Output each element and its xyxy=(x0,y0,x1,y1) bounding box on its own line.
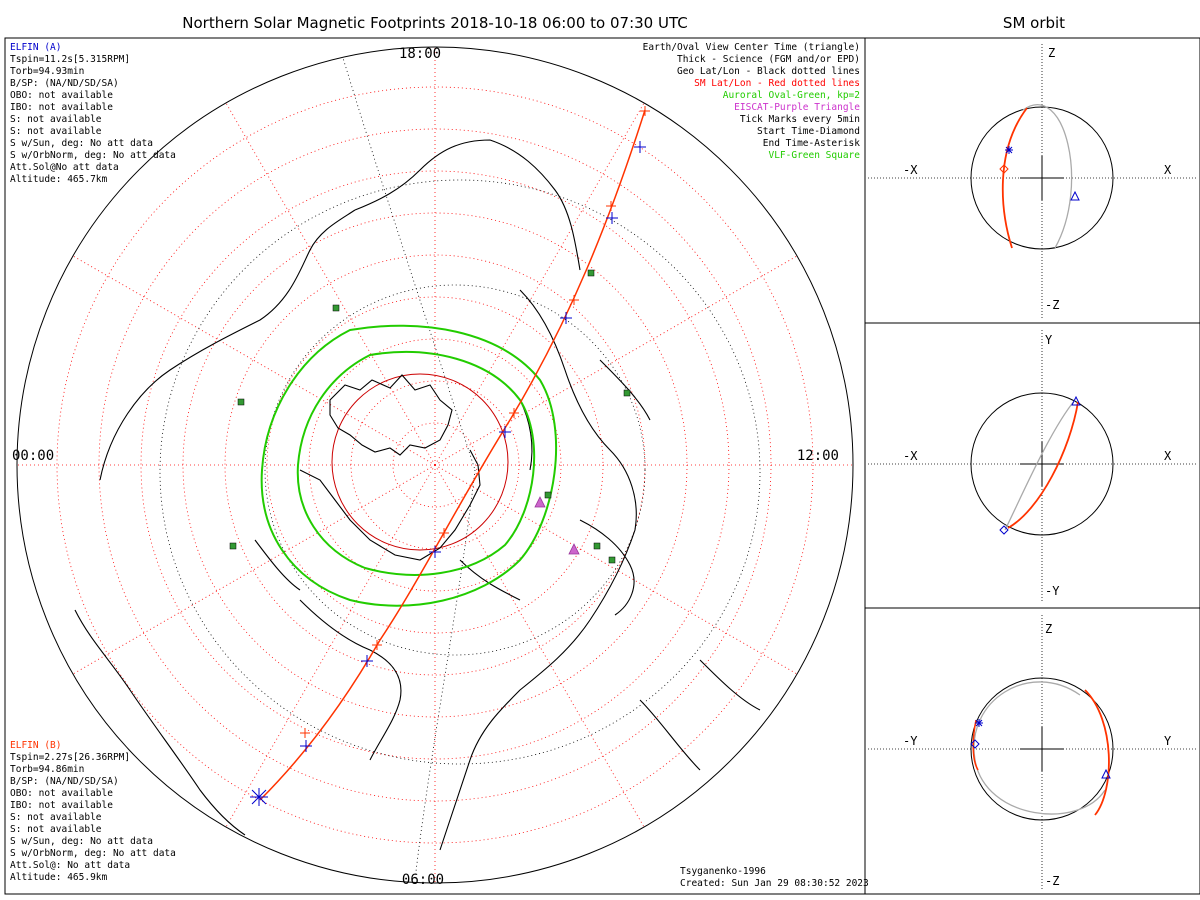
eiscat-triangle-icon xyxy=(534,496,546,508)
orbit-panel-2: Y -Y -X X xyxy=(868,330,1197,603)
orbit-panel-3: Z -Z -Y Y xyxy=(868,615,1197,889)
sat-b-name: ELFIN (B) xyxy=(10,740,61,751)
sat-a-line: B/SP: (NA/ND/SD/SA) xyxy=(10,78,119,89)
sat-b-line: Att.Sol@: No att data xyxy=(10,860,130,871)
sat-a-line: Tspin=11.2s[5.315RPM] xyxy=(10,54,130,65)
legend-line: Earth/Oval View Center Time (triangle) xyxy=(643,42,860,53)
auroral-oval xyxy=(260,324,557,607)
vlf-square-icon xyxy=(608,556,616,564)
sat-b-line: OBO: not available xyxy=(10,788,113,799)
time-label-left: 00:00 xyxy=(12,448,54,464)
map-time-labels: 18:00 00:00 12:00 06:00 xyxy=(12,46,839,888)
coastlines xyxy=(74,139,761,851)
vlf-square-icon xyxy=(587,269,595,277)
center-triangle-icon xyxy=(1070,190,1080,201)
legend-line: EISCAT-Purple Triangle xyxy=(734,102,860,113)
orbit-3-top: Z xyxy=(1045,622,1052,636)
legend-line: VLF-Green Square xyxy=(768,150,860,161)
sat-b-info: ELFIN (B) Tspin=2.27s[26.36RPM] Torb=94.… xyxy=(10,740,176,883)
sat-a-line: Altitude: 465.7km xyxy=(10,174,108,185)
end-asterisk-icon xyxy=(250,788,268,806)
orbit-2-right: X xyxy=(1164,449,1172,463)
orbit-3-right: Y xyxy=(1164,734,1172,748)
orbit-1-right: X xyxy=(1164,163,1172,177)
sat-b-line: Altitude: 465.9km xyxy=(10,872,108,883)
sat-a-line: S w/OrbNorm, deg: No att data xyxy=(10,150,176,161)
time-label-top: 18:00 xyxy=(399,46,441,62)
eiscat-sites xyxy=(534,496,580,555)
sat-b-line: Tspin=2.27s[26.36RPM] xyxy=(10,752,130,763)
sat-a-name: ELFIN (A) xyxy=(10,42,61,53)
sat-a-line: S: not available xyxy=(10,114,102,125)
orbit-title: SM orbit xyxy=(1003,14,1065,32)
sat-b-line: Torb=94.86min xyxy=(10,764,84,775)
sat-a-line: Att.Sol@No att data xyxy=(10,162,119,173)
start-diamond-icon xyxy=(999,525,1009,535)
time-label-bottom: 06:00 xyxy=(402,872,444,888)
sat-b-line: S: not available xyxy=(10,824,102,835)
time-label-right: 12:00 xyxy=(797,448,839,464)
sat-a-line: Torb=94.93min xyxy=(10,66,84,77)
sat-a-line: S w/Sun, deg: No att data xyxy=(10,138,153,149)
sat-b-line: S w/Sun, deg: No att data xyxy=(10,836,153,847)
credit-model: Tsyganenko-1996 xyxy=(680,866,766,877)
sm-pole-circle xyxy=(331,373,509,551)
vlf-stations xyxy=(229,269,631,564)
credit-created: Created: Sun Jan 29 08:30:52 2023 xyxy=(680,878,869,889)
orbit-1-left: -X xyxy=(903,163,918,177)
legend-line: End Time-Asterisk xyxy=(763,138,861,149)
orbit-1-bottom: -Z xyxy=(1045,298,1059,312)
credit: Tsyganenko-1996 Created: Sun Jan 29 08:3… xyxy=(680,866,869,889)
legend-line: Auroral Oval-Green, kp=2 xyxy=(723,90,860,101)
legend-line: SM Lat/Lon - Red dotted lines xyxy=(694,78,860,89)
legend-line: Geo Lat/Lon - Black dotted lines xyxy=(677,66,860,77)
orbit-1-top: Z xyxy=(1048,46,1055,60)
center-triangle-icon xyxy=(1071,395,1081,406)
vlf-square-icon xyxy=(544,491,552,499)
center-triangle-icon xyxy=(1101,768,1111,779)
sat-b-line: IBO: not available xyxy=(10,800,113,811)
vlf-square-icon xyxy=(593,542,601,550)
start-diamond-icon xyxy=(970,739,980,749)
orbit-3-left: -Y xyxy=(903,734,918,748)
legend-line: Tick Marks every 5min xyxy=(740,114,860,125)
orbit-3-bottom: -Z xyxy=(1045,874,1059,888)
sat-b-line: S: not available xyxy=(10,812,102,823)
orbit-frame xyxy=(864,37,1200,895)
sat-b-line: S w/OrbNorm, deg: No att data xyxy=(10,848,176,859)
sat-a-info: ELFIN (A) Tspin=11.2s[5.315RPM] Torb=94.… xyxy=(10,42,176,185)
vlf-square-icon xyxy=(623,389,631,397)
vlf-square-icon xyxy=(229,542,237,550)
start-diamond-icon xyxy=(999,164,1009,174)
ground-track-a xyxy=(250,141,646,806)
vlf-square-icon xyxy=(332,304,340,312)
end-asterisk-icon xyxy=(975,719,983,727)
orbit-panel-1: Z -Z -X X xyxy=(868,44,1197,318)
geo-grid xyxy=(159,47,761,881)
orbit-2-bottom: -Y xyxy=(1045,584,1060,598)
eiscat-triangle-icon xyxy=(568,543,580,555)
end-asterisk-icon xyxy=(1005,146,1013,154)
vlf-square-icon xyxy=(237,398,245,406)
sat-a-line: OBO: not available xyxy=(10,90,113,101)
ground-track-b xyxy=(259,106,650,801)
legend-line: Thick - Science (FGM and/or EPD) xyxy=(677,54,860,65)
map-legend: Earth/Oval View Center Time (triangle) T… xyxy=(643,42,861,161)
sat-a-line: S: not available xyxy=(10,126,102,137)
polar-map: 18:00 00:00 12:00 06:00 xyxy=(12,46,854,888)
figure-title: Northern Solar Magnetic Footprints 2018-… xyxy=(182,14,687,32)
sat-a-line: IBO: not available xyxy=(10,102,113,113)
orbit-2-left: -X xyxy=(903,449,918,463)
sat-b-line: B/SP: (NA/ND/SD/SA) xyxy=(10,776,119,787)
legend-line: Start Time-Diamond xyxy=(757,126,860,137)
orbit-2-top: Y xyxy=(1045,333,1053,347)
